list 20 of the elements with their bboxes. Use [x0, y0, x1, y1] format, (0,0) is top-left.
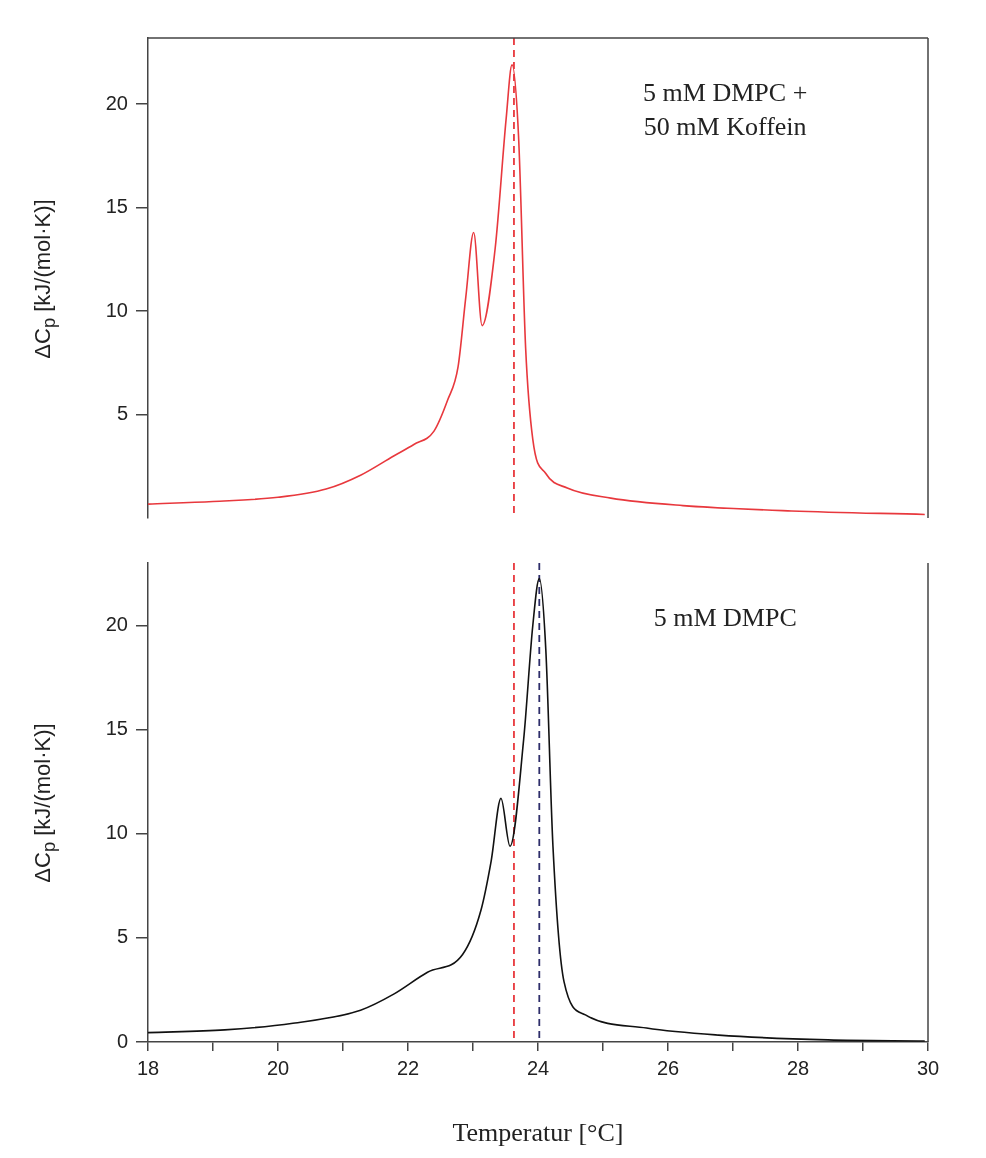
x-tick-label: 30 — [916, 1056, 940, 1079]
x-tick-label: 20 — [266, 1056, 290, 1079]
x-tick-label: 24 — [526, 1056, 550, 1079]
y-tick-label: 15 — [105, 717, 128, 740]
annotation: 5 mM DMPC — [653, 602, 797, 632]
x-tick-label: 18 — [136, 1056, 160, 1079]
y-tick-label: 5 — [116, 402, 128, 425]
x-axis-title: Temperatur [°C] — [452, 1118, 624, 1148]
x-tick-label: 28 — [786, 1056, 810, 1079]
y-tick-label: 15 — [105, 195, 128, 218]
x-tick-label: 22 — [396, 1056, 420, 1079]
y-tick-label: 20 — [105, 91, 128, 114]
y-tick-label: 0 — [116, 1029, 128, 1052]
y-tick-label: 10 — [105, 821, 128, 844]
y-tick-label: 5 — [116, 925, 128, 948]
annotation: 5 mM DMPC + 50 mM Koffein — [643, 78, 808, 142]
y-tick-label: 10 — [105, 298, 128, 321]
y-tick-label: 20 — [105, 612, 128, 635]
line-series — [148, 577, 926, 1042]
x-tick-label: 26 — [656, 1056, 680, 1079]
